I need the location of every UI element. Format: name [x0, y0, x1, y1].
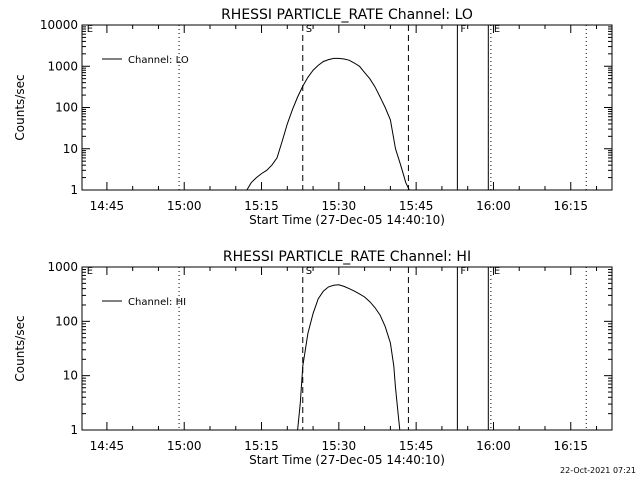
x-tick-label: 16:00: [476, 439, 511, 453]
x-tick-label: 15:45: [399, 439, 434, 453]
x-tick-label: 15:15: [244, 439, 279, 453]
x-tick-label: 15:30: [322, 439, 357, 453]
x-tick-label: 16:15: [553, 439, 588, 453]
x-tick-label: 15:45: [399, 199, 434, 213]
y-tick-label: 10: [63, 142, 78, 156]
y-tick-label: 1: [70, 423, 78, 437]
y-tick-label: 1000: [47, 59, 78, 73]
plot-frame: [81, 266, 613, 431]
x-tick-label: 15:00: [167, 199, 202, 213]
footer-timestamp: 22-Oct-2021 07:21: [560, 466, 636, 475]
x-tick-label: 16:00: [476, 199, 511, 213]
y-tick-label: 100: [55, 101, 78, 115]
chart-panel-hi: RHESSI PARTICLE_RATE Channel: HI 1 10 100 10…: [13, 249, 613, 467]
x-tick-label: 16:15: [553, 199, 588, 213]
chart-title: RHESSI PARTICLE_RATE Channel: LO: [221, 7, 473, 23]
plot-frame: [81, 24, 613, 191]
x-tick-label: 15:15: [244, 199, 279, 213]
y-tick-label: 1000: [47, 260, 78, 274]
series-line: [297, 284, 401, 431]
y-axis-label: Counts/sec: [13, 74, 27, 140]
y-axis-label: Counts/sec: [13, 315, 27, 381]
marker-label: S: [306, 266, 312, 277]
chart-title: RHESSI PARTICLE_RATE Channel: HI: [223, 249, 471, 265]
marker-label: E: [87, 266, 93, 277]
marker-label: F: [460, 24, 466, 35]
legend-label: Channel: HI: [128, 297, 186, 308]
x-tick-label: 15:00: [167, 439, 202, 453]
x-tick-label: 15:30: [322, 199, 357, 213]
x-axis-label: Start Time (27-Dec-05 14:40:10): [249, 453, 445, 467]
y-tick-label: 100: [55, 314, 78, 328]
y-tick-label: 10: [63, 369, 78, 383]
y-tick-label: 1: [70, 183, 78, 197]
marker-label: F: [460, 266, 466, 277]
marker-label: E: [494, 266, 500, 277]
marker-label: E: [87, 24, 93, 35]
x-axis-label: Start Time (27-Dec-05 14:40:10): [249, 213, 445, 227]
marker-label: S: [306, 24, 312, 35]
x-tick-label: 14:45: [90, 439, 125, 453]
chart-panel-lo: RHESSI PARTICLE_RATE Channel: LO 1 10 100 10…: [13, 7, 613, 227]
x-tick-label: 14:45: [90, 199, 125, 213]
y-tick-label: 10000: [40, 18, 78, 32]
legend-label: Channel: LO: [128, 55, 189, 66]
marker-label: E: [494, 24, 500, 35]
series-line: [246, 57, 410, 191]
